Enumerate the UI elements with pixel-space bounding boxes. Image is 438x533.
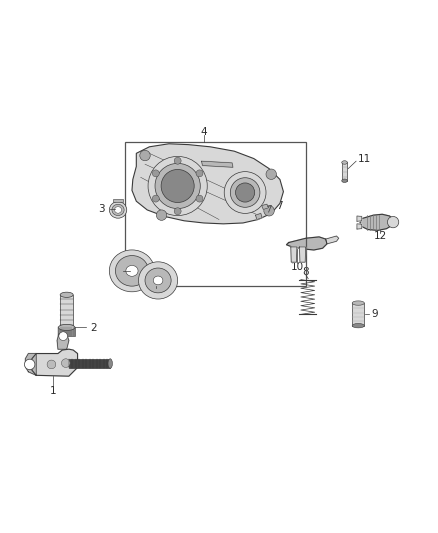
Text: 12: 12: [374, 231, 387, 241]
Text: 3: 3: [99, 204, 105, 214]
Ellipse shape: [58, 325, 75, 330]
Polygon shape: [357, 216, 362, 221]
Text: 8: 8: [303, 266, 309, 277]
Circle shape: [156, 210, 167, 220]
Circle shape: [196, 170, 203, 177]
Ellipse shape: [342, 161, 347, 164]
Ellipse shape: [126, 265, 138, 276]
Ellipse shape: [138, 262, 178, 299]
Text: 9: 9: [371, 309, 378, 319]
Circle shape: [230, 177, 260, 207]
Circle shape: [61, 359, 70, 367]
Polygon shape: [25, 353, 36, 375]
Text: 11: 11: [357, 154, 371, 164]
Circle shape: [236, 183, 254, 202]
Circle shape: [388, 216, 399, 228]
Polygon shape: [57, 333, 69, 349]
Circle shape: [264, 206, 274, 216]
Circle shape: [196, 195, 203, 202]
Ellipse shape: [108, 359, 113, 368]
Bar: [113, 199, 123, 202]
Circle shape: [140, 150, 150, 161]
Polygon shape: [357, 224, 362, 229]
Circle shape: [152, 170, 159, 177]
Text: 2: 2: [91, 324, 97, 333]
Bar: [352, 303, 364, 326]
Polygon shape: [325, 236, 339, 244]
Circle shape: [25, 359, 35, 370]
Circle shape: [155, 163, 200, 208]
Polygon shape: [255, 213, 262, 220]
Ellipse shape: [116, 255, 148, 286]
Circle shape: [161, 169, 194, 203]
Text: 6: 6: [152, 290, 159, 301]
Bar: [58, 327, 75, 336]
Polygon shape: [132, 144, 283, 224]
Circle shape: [59, 332, 67, 341]
Bar: [125, 142, 306, 286]
Polygon shape: [291, 247, 297, 262]
Ellipse shape: [110, 250, 155, 292]
Circle shape: [174, 157, 181, 164]
Polygon shape: [360, 214, 393, 230]
Circle shape: [266, 169, 276, 180]
Ellipse shape: [112, 204, 124, 215]
Text: 10: 10: [291, 262, 304, 271]
Bar: [60, 295, 73, 327]
Text: 5: 5: [111, 266, 118, 276]
Circle shape: [174, 208, 181, 215]
Polygon shape: [300, 247, 306, 262]
Circle shape: [47, 360, 56, 369]
Circle shape: [224, 172, 266, 213]
Ellipse shape: [352, 324, 364, 328]
Polygon shape: [261, 204, 268, 209]
Bar: [69, 359, 110, 368]
Polygon shape: [201, 161, 233, 167]
Ellipse shape: [153, 276, 163, 285]
Ellipse shape: [145, 268, 171, 293]
Ellipse shape: [342, 179, 347, 182]
Bar: [342, 163, 347, 181]
Text: 4: 4: [201, 126, 207, 136]
Ellipse shape: [115, 207, 121, 213]
Text: 7: 7: [276, 200, 283, 211]
Ellipse shape: [110, 201, 127, 218]
Ellipse shape: [352, 301, 364, 305]
Circle shape: [148, 156, 207, 215]
Circle shape: [152, 195, 159, 202]
Text: 1: 1: [49, 386, 56, 397]
Ellipse shape: [60, 292, 73, 297]
Polygon shape: [286, 237, 327, 250]
Polygon shape: [32, 349, 78, 376]
